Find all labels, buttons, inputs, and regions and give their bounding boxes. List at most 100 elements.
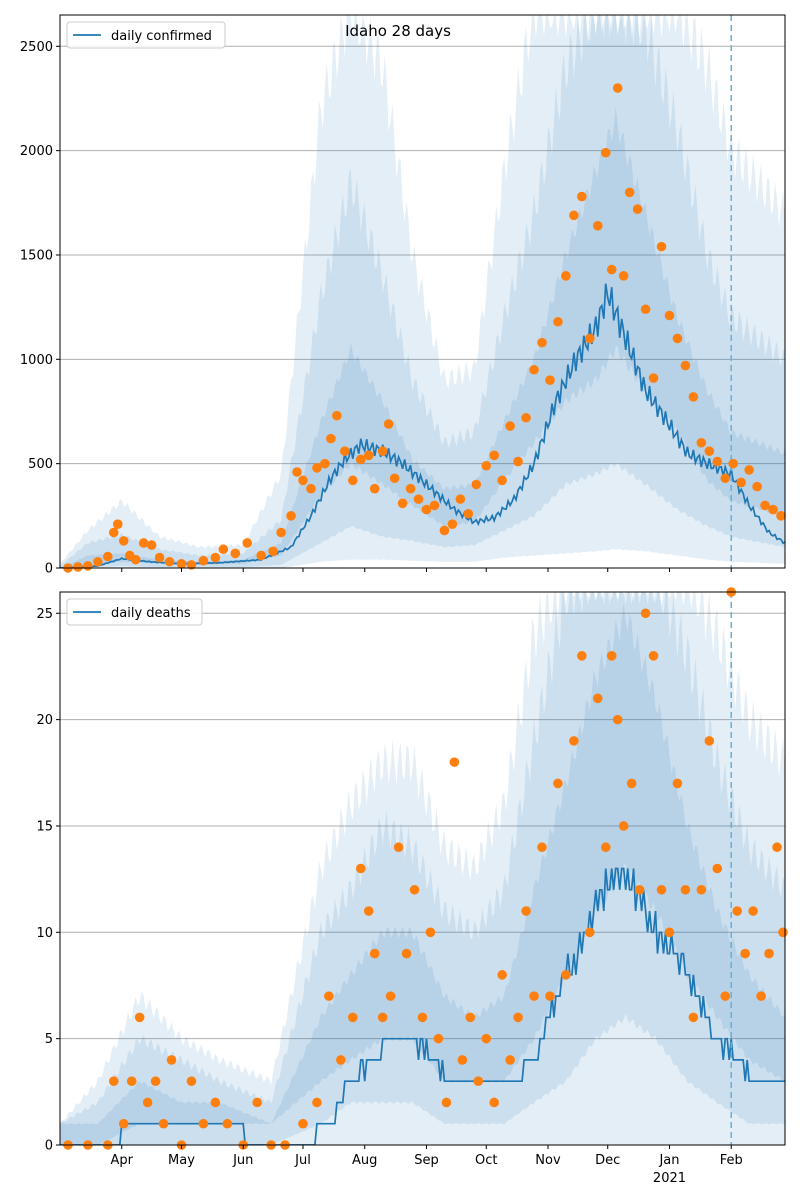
data-point xyxy=(618,821,629,831)
data-point xyxy=(397,498,408,509)
y-tick-label: 10 xyxy=(36,926,53,941)
data-point xyxy=(112,519,123,529)
data-point xyxy=(126,1076,137,1086)
data-point xyxy=(186,560,197,570)
legend: daily deaths xyxy=(66,598,203,626)
data-point xyxy=(312,463,322,473)
data-point xyxy=(612,83,623,93)
legend-label: daily deaths xyxy=(111,606,191,621)
data-point xyxy=(489,1097,500,1108)
data-point xyxy=(455,494,466,504)
uncertainty-band xyxy=(60,602,785,1145)
data-point xyxy=(449,757,460,767)
data-point xyxy=(744,465,754,475)
data-point xyxy=(383,419,394,429)
data-point xyxy=(612,714,623,725)
data-point xyxy=(73,562,83,572)
data-point xyxy=(592,693,603,704)
data-point xyxy=(513,1012,523,1023)
data-point xyxy=(481,460,492,471)
data-point xyxy=(242,538,253,548)
data-point xyxy=(369,948,380,959)
data-point xyxy=(218,544,229,555)
y-tick-label: 0 xyxy=(45,562,53,577)
data-point xyxy=(481,1033,492,1044)
data-point xyxy=(664,927,675,938)
data-point xyxy=(606,264,617,275)
data-point xyxy=(618,271,629,281)
data-point xyxy=(130,554,141,565)
data-point xyxy=(198,1118,209,1129)
y-tick-label: 15 xyxy=(36,819,53,834)
data-point xyxy=(276,527,286,538)
data-point xyxy=(473,1076,484,1086)
data-point xyxy=(441,1097,452,1108)
data-point xyxy=(497,970,507,980)
data-point xyxy=(134,1012,145,1023)
data-point xyxy=(347,1012,358,1023)
data-point xyxy=(648,651,659,661)
x-tick-label: Apr xyxy=(110,1153,133,1168)
x-tick-label: May xyxy=(168,1153,195,1168)
data-point xyxy=(632,204,643,214)
data-point xyxy=(624,187,635,198)
data-point xyxy=(545,375,555,385)
data-point xyxy=(324,991,334,1001)
data-point xyxy=(268,546,278,557)
data-point xyxy=(332,410,342,421)
data-point xyxy=(158,1118,169,1129)
data-point xyxy=(656,884,667,895)
data-point xyxy=(756,991,766,1001)
data-point xyxy=(413,494,424,504)
y-tick-label: 5 xyxy=(45,1032,53,1047)
data-point xyxy=(537,337,547,348)
data-point xyxy=(600,842,611,853)
data-point xyxy=(585,333,595,344)
data-point xyxy=(457,1055,468,1065)
data-point xyxy=(696,884,707,895)
axes-frame xyxy=(59,591,786,1146)
data-point xyxy=(463,508,474,519)
data-point xyxy=(732,906,742,916)
data-point xyxy=(312,1097,322,1108)
data-point xyxy=(776,511,786,521)
y-tick-label: 0 xyxy=(45,1139,53,1154)
data-point xyxy=(553,316,563,327)
data-point xyxy=(577,191,587,202)
data-point xyxy=(521,906,531,916)
data-point xyxy=(696,437,707,448)
x-tick-label: Jan xyxy=(658,1153,679,1168)
y-tick-label: 1000 xyxy=(20,353,53,368)
data-point xyxy=(150,1076,161,1086)
data-point xyxy=(166,1055,177,1065)
plot-area xyxy=(60,592,785,1145)
data-point xyxy=(93,556,103,567)
plot-area xyxy=(60,15,785,568)
data-point xyxy=(425,927,436,938)
data-point xyxy=(634,884,645,895)
data-point xyxy=(712,863,723,874)
data-point xyxy=(778,927,788,938)
legend: daily confirmed xyxy=(66,21,226,49)
y-tick-label: 20 xyxy=(36,713,53,728)
data-point xyxy=(521,412,531,423)
data-point xyxy=(326,433,336,444)
data-point xyxy=(545,991,555,1001)
y-tick-label: 500 xyxy=(28,457,53,472)
data-point xyxy=(252,1097,262,1108)
data-point xyxy=(401,948,412,959)
uncertainty-band xyxy=(60,592,785,1145)
y-tick-label: 1500 xyxy=(20,248,53,263)
data-point xyxy=(138,538,149,548)
data-point xyxy=(118,1118,129,1129)
data-point xyxy=(186,1076,197,1086)
data-point xyxy=(569,736,579,746)
data-point xyxy=(377,446,388,456)
uncertainty-band xyxy=(60,592,785,1145)
data-point xyxy=(176,559,187,569)
data-point xyxy=(760,500,770,511)
data-point xyxy=(736,477,746,488)
data-point xyxy=(592,220,603,231)
data-point xyxy=(626,778,637,789)
data-point xyxy=(429,500,440,511)
